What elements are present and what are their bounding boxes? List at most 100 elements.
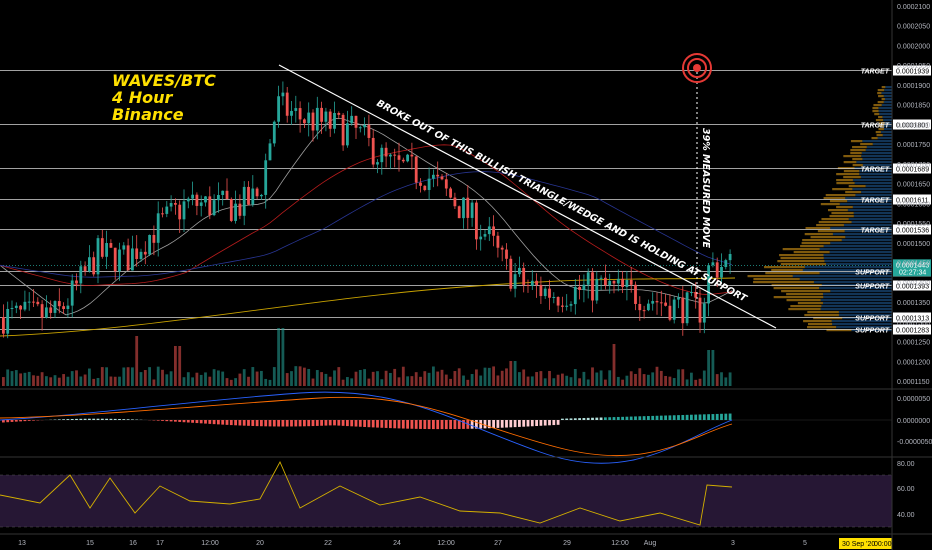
volume-bar	[10, 371, 14, 386]
volume-bar	[604, 379, 607, 386]
candle-body	[427, 178, 431, 190]
macd-histogram-bar	[586, 417, 590, 420]
macd-histogram-bar	[410, 420, 414, 429]
profile-bar	[819, 248, 892, 251]
macd-histogram-bar	[440, 420, 444, 430]
profile-bar	[872, 107, 879, 110]
volume-bar	[462, 375, 465, 386]
candle-body	[169, 203, 173, 207]
candle-body	[251, 188, 255, 205]
macd-histogram-bar	[57, 419, 61, 420]
rsi-tick-label: 40.00	[897, 512, 915, 519]
candle-body	[380, 147, 384, 163]
volume-bar	[225, 378, 229, 386]
candle-body	[148, 235, 151, 255]
candle-body	[629, 279, 633, 285]
macd-histogram-bar	[199, 420, 203, 424]
profile-bar	[826, 329, 852, 332]
y-tick-label: 0.0001900	[897, 83, 930, 90]
profile-bar	[836, 326, 892, 329]
macd-histogram-bar	[191, 420, 194, 423]
macd-histogram-bar	[260, 420, 263, 427]
profile-bar	[874, 113, 880, 116]
volume-bar	[367, 378, 371, 386]
macd-tick-label: 0.0000050	[897, 396, 930, 403]
candle-body	[612, 280, 616, 284]
profile-bar	[836, 179, 853, 182]
profile-bar	[855, 194, 892, 197]
candle-body	[414, 156, 418, 183]
macd-histogram-bar	[109, 418, 113, 420]
macd-histogram-bar	[505, 420, 508, 428]
candle-body	[109, 243, 113, 248]
volume-bar	[539, 371, 543, 386]
profile-bar	[807, 311, 839, 314]
profile-bar	[825, 263, 892, 266]
volume-bar	[616, 376, 620, 386]
candle-body	[242, 186, 246, 216]
x-tick-label: 15	[86, 540, 94, 547]
macd-histogram-bar	[668, 415, 672, 420]
profile-bar	[876, 134, 883, 137]
candle-body	[406, 154, 409, 162]
x-tick-label: 20	[256, 540, 264, 547]
macd-histogram-bar	[298, 420, 302, 427]
profile-bar	[878, 107, 892, 110]
candle-body	[530, 280, 534, 286]
candle-body	[324, 111, 328, 122]
volume-bar	[530, 376, 534, 386]
countdown-text: 02:27:34	[899, 269, 926, 276]
candle-body	[341, 114, 345, 146]
volume-bar	[268, 379, 272, 386]
volume-bar	[14, 370, 18, 386]
volume-bar	[371, 371, 375, 386]
profile-bar	[807, 323, 833, 326]
candle-body	[174, 203, 177, 205]
macd-histogram-bar	[358, 420, 362, 427]
profile-bar	[853, 212, 892, 215]
volume-bar	[702, 370, 706, 386]
profile-bar	[852, 179, 892, 182]
y-tick-label: 0.0001950	[897, 63, 930, 70]
volume-bar	[505, 368, 508, 386]
x-tick-label: 13	[18, 540, 26, 547]
macd-histogram-bar	[543, 420, 547, 426]
ma-line	[0, 171, 733, 278]
volume-bar	[260, 370, 263, 386]
volume-bar	[131, 367, 134, 386]
candle-body	[294, 108, 298, 111]
macd-histogram-bar	[401, 420, 405, 429]
macd-histogram-bar	[414, 420, 418, 429]
volume-bar	[83, 374, 87, 386]
candle-body	[711, 262, 715, 266]
candle-body	[664, 302, 667, 306]
volume-bar	[40, 372, 44, 386]
macd-histogram-bar	[212, 420, 216, 425]
candle-body	[346, 123, 349, 146]
profile-bar	[875, 119, 884, 122]
macd-histogram-bar	[380, 420, 384, 428]
volume-bar	[247, 376, 250, 386]
profile-bar	[829, 251, 892, 254]
macd-histogram-bar	[204, 420, 207, 424]
profile-bar	[878, 128, 884, 131]
profile-bar	[831, 212, 854, 215]
profile-bar	[844, 230, 892, 233]
level-label: SUPPORT	[855, 270, 889, 277]
candle-body	[479, 236, 483, 240]
profile-bar	[843, 176, 861, 179]
candle-body	[212, 200, 216, 216]
macd-histogram-bar	[664, 415, 667, 420]
macd-histogram-bar	[285, 420, 289, 427]
profile-bar	[843, 224, 892, 227]
volume-bar	[156, 366, 160, 386]
volume-bar	[229, 379, 233, 386]
macd-histogram-bar	[561, 418, 564, 420]
macd-histogram-bar	[728, 413, 732, 420]
y-tick-label: 0.0001750	[897, 142, 930, 149]
candle-body	[690, 292, 693, 294]
profile-bar	[884, 89, 892, 92]
macd-histogram-bar	[690, 414, 693, 420]
macd-histogram-bar	[720, 413, 723, 420]
